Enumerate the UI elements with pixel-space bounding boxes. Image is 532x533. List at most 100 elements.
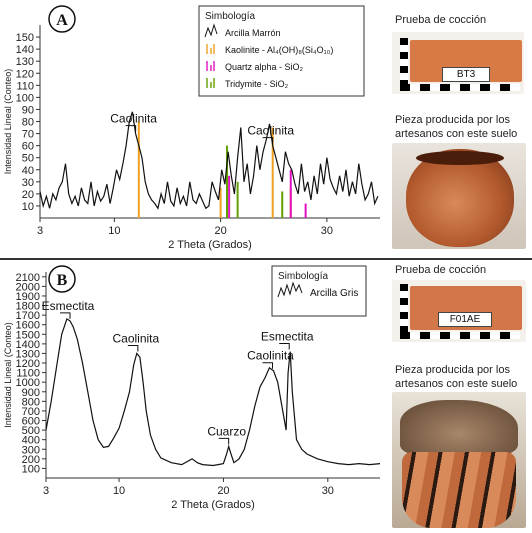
scale-bar [400,284,408,336]
y-tick-label: 1800 [16,301,40,313]
x-tick-label: 30 [322,485,334,497]
y-tick-label: 150 [16,32,34,44]
panel-b: 100 200 300 400 500 600 700 800 900 1000 1100 1200 1… [0,260,532,533]
pottery-photo-a [392,143,526,249]
scale-bar-horizontal [400,84,520,91]
y-axis-label: Intensidad Lineal (Conteo) [3,322,13,428]
y-tick-label: 90 [22,104,34,116]
x-tick-label: 20 [217,485,229,497]
y-tick-label: 10 [22,201,34,213]
bars-icon [206,78,215,88]
legend-box [198,5,365,97]
y-tick-label: 200 [22,454,40,466]
y-tick-label: 900 [22,387,40,399]
series-line [45,317,381,467]
wave-icon [204,23,218,38]
pot-rim [416,151,504,165]
firing-test-title-b: Prueba de cocción [395,264,487,276]
legend-item-label: Arcilla Gris [310,288,358,299]
y-tick-label: 1900 [16,291,40,303]
legend-item-label: Quartz alpha - SiO₂ [225,62,304,72]
annotation-label: Esmectita [42,299,95,313]
annotation-arrow [279,343,290,350]
y-tick-label: 1500 [16,329,40,341]
y-tick-label: 1100 [16,368,40,380]
panel-letter: B [57,272,68,289]
legend-item-label: Kaolinite - Al₄(OH)₈(Si₄O₁₀) [225,45,333,55]
annotation-label: Cuarzo [207,424,246,438]
x-axis-label: 2 Theta (Grados) [171,499,255,511]
legend-item-label: Arcilla Marrón [225,28,281,38]
wave-icon [277,281,303,298]
scale-bar [400,38,408,88]
legend-item-label: Tridymite - SiO₂ [225,79,289,89]
caption-line-1: Pieza producida por los [395,114,510,126]
caption-line-2: artesanos con este suelo [395,128,518,140]
legend-title: Simbología [205,11,255,22]
y-tick-label: 140 [16,44,34,56]
y-axis-label: Intensidad Lineal (Conteo) [3,69,13,175]
y-tick-label: 500 [22,425,40,437]
pottery-photo-b [392,392,526,528]
y-tick-label: 20 [22,189,34,201]
y-tick-label: 100 [22,463,40,475]
panel-letter: A [56,12,68,29]
y-tick-label: 100 [16,92,34,104]
y-tick-label: 1400 [16,339,40,351]
x-tick-label: 10 [108,225,120,237]
series-line [39,111,379,210]
x-tick-label: 30 [321,225,333,237]
annotation-arrow [262,362,273,369]
y-tick-label: 300 [22,444,40,456]
y-tick-label: 700 [22,406,40,418]
y-tick-label: 110 [16,80,34,92]
piece-caption-b: Pieza producida por los artesanos con es… [395,363,517,391]
y-tick-label: 70 [22,129,34,141]
y-tick-label: 1700 [16,310,40,322]
y-tick-label: 60 [22,141,34,153]
x-tick-label: 20 [215,225,227,237]
y-tick-label: 130 [16,56,34,68]
brown-pot [406,149,514,247]
x-tick-label: 3 [37,225,43,237]
annotation-label: Esmectita [261,330,314,344]
legend: Simbología Arcilla Gris [271,265,367,317]
legend-title: Simbología [278,271,328,282]
legend-box [271,265,367,317]
annotation-arrow [262,137,274,144]
firing-test-photo-b: F01AE [392,280,526,342]
firing-test-title-a: Prueba de cocción [395,14,487,26]
panel-a: 10 20 30 40 50 60 70 80 90 100 110 120 130 140 150 3 10 2… [0,0,532,260]
y-tick-label: 40 [22,165,34,177]
annotation-arrow [125,125,137,132]
annotation-label: Caolinita [247,349,294,363]
tile-label: BT3 [442,67,490,82]
scale-bar-horizontal [400,332,520,339]
y-tick-label: 2000 [16,281,40,293]
animal-figure-lid [400,400,518,456]
y-tick-label: 50 [22,153,34,165]
annotation-arrow [218,437,230,445]
y-tick-label: 400 [22,435,40,447]
y-tick-label: 1300 [16,348,40,360]
tile-label: F01AE [438,312,492,327]
y-tick-label: 120 [16,68,34,80]
bars-icon [206,61,215,71]
y-tick-label: 30 [22,177,34,189]
y-tick-label: 80 [22,117,34,129]
bars-icon [206,44,215,54]
y-tick-label: 2100 [16,272,40,284]
piece-caption-a: Pieza producida por los artesanos con es… [395,113,517,141]
y-tick-label: 1200 [16,358,40,370]
y-tick-label: 600 [22,416,40,428]
y-tick-label: 1600 [16,320,40,332]
annotation-arrow [60,312,71,319]
x-tick-label: 3 [43,485,49,497]
caption-line-1: Pieza producida por los [395,364,510,376]
y-tick-label: 1000 [16,377,40,389]
y-tick-label: 800 [22,396,40,408]
decorated-vessel [402,452,516,528]
annotation-label: Caolinita [112,331,159,345]
annotation-arrow [127,344,139,352]
